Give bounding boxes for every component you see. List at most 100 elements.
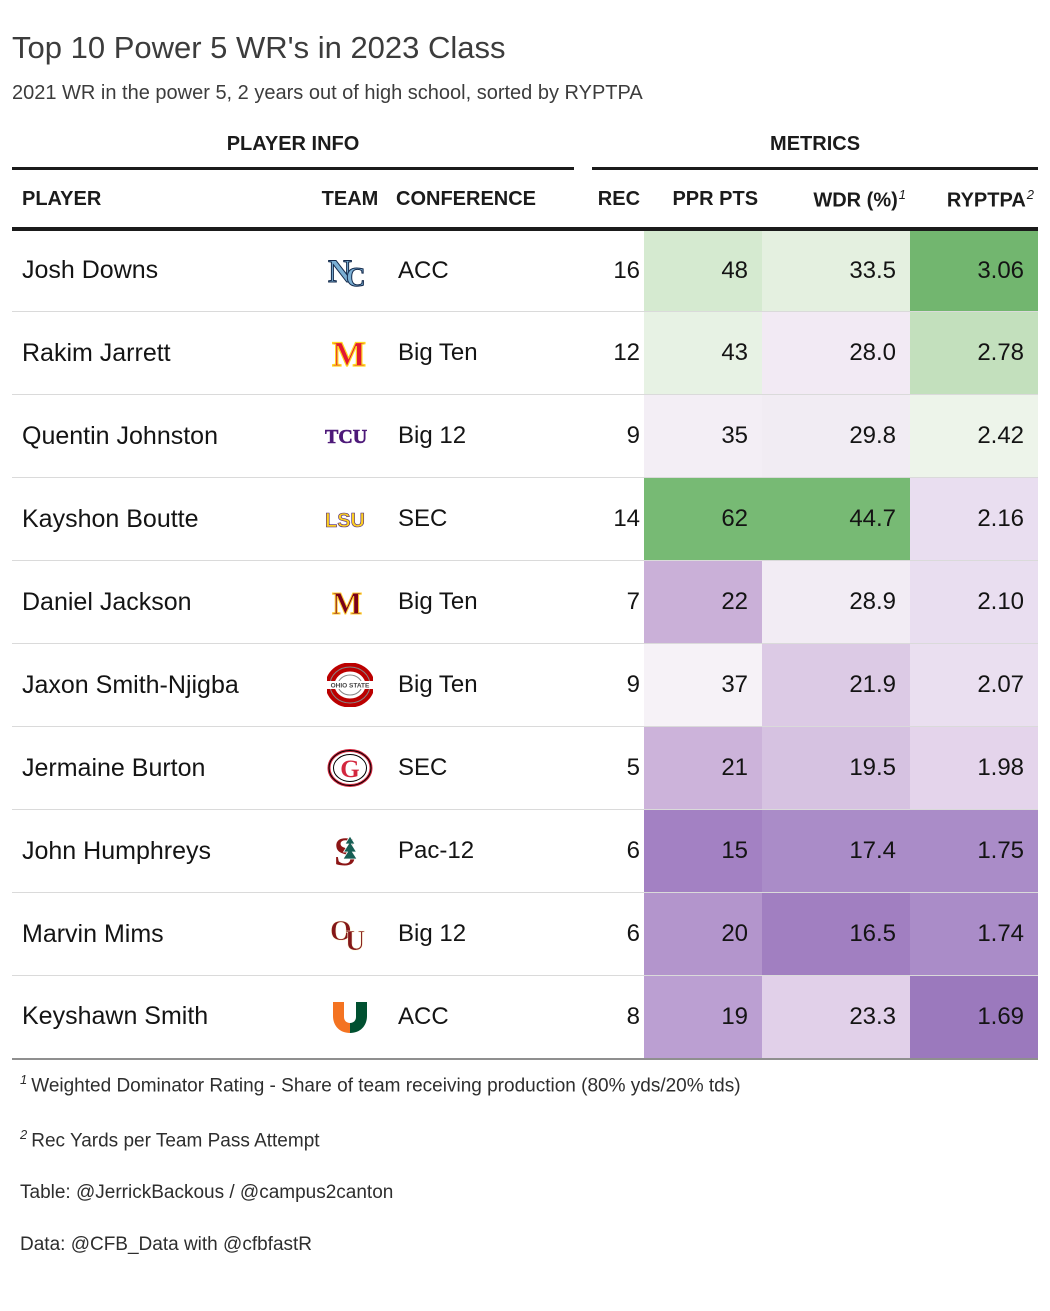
player-name: Rakim Jarrett — [12, 311, 304, 396]
player-name: John Humphreys — [12, 809, 304, 894]
table-row: Rakim Jarrett M Big Ten 12 43 28.0 2.78 — [12, 311, 1039, 396]
table-row: Kayshon Boutte LSU SEC 14 62 44.7 2.16 — [12, 477, 1039, 562]
footnote-marker: 2 — [20, 1126, 28, 1142]
column-header-label: PLAYER — [22, 188, 102, 211]
miami-logo-icon — [327, 999, 373, 1035]
wdr-value: 28.0 — [762, 311, 911, 396]
georgia-logo-icon: G — [327, 748, 373, 788]
ryptpa-value: 1.98 — [910, 726, 1039, 811]
team-logo-cell: M — [304, 311, 396, 396]
conference-value: Big Ten — [396, 311, 579, 396]
team-logo-cell: TCU — [304, 394, 396, 479]
wdr-value: 21.9 — [762, 643, 911, 728]
page-title: Top 10 Power 5 WR's in 2023 Class — [12, 30, 506, 65]
table-body: Josh Downs N C ACC 16 48 33.5 3.06 Rakim Jarrett… — [12, 228, 1039, 1060]
footnotes-section: 1 Weighted Dominator Rating - Share of te… — [12, 1060, 1038, 1257]
column-header-ryptpa: RYPTPA2 — [910, 170, 1039, 231]
wdr-value: 16.5 — [762, 892, 911, 977]
column-header-label: RYPTPA — [946, 189, 1026, 212]
column-header-team: TEAM — [304, 170, 396, 231]
wdr-value: 28.9 — [762, 560, 911, 645]
wdr-value: 33.5 — [762, 228, 911, 313]
table-row: Marvin Mims O U Big 12 6 20 16.5 1.74 — [12, 892, 1039, 977]
footnote-text: Weighted Dominator Rating - Share of tea… — [31, 1074, 741, 1096]
footnote-text: Data: @CFB_Data with @cfbfastR — [20, 1234, 313, 1256]
player-name: Jermaine Burton — [12, 726, 304, 811]
group-header-label: METRICS — [592, 129, 1039, 170]
footnote-ryptpa: 2 Rec Yards per Team Pass Attempt — [20, 1127, 1030, 1152]
table-row: Jaxon Smith-Njigba OHIO STATE Big Ten 9 37 21… — [12, 643, 1039, 728]
conference-value: Big Ten — [396, 643, 579, 728]
ryptpa-value: 1.69 — [910, 975, 1039, 1060]
svg-text:G: G — [340, 756, 359, 783]
ryptpa-value: 1.75 — [910, 809, 1039, 894]
column-header-wdr: WDR (%)1 — [762, 170, 911, 231]
column-header-label: TEAM — [321, 188, 379, 211]
footnote-wdr: 1 Weighted Dominator Rating - Share of te… — [20, 1072, 1030, 1097]
player-name: Josh Downs — [12, 228, 304, 313]
column-header-label: REC — [597, 188, 641, 211]
ryptpa-value: 2.42 — [910, 394, 1039, 479]
conference-value: ACC — [396, 228, 579, 313]
maryland-logo-icon: M — [329, 334, 371, 375]
wdr-value: 29.8 — [762, 394, 911, 479]
table-row: Quentin Johnston TCU Big 12 9 35 29.8 2.42 — [12, 394, 1039, 479]
team-logo-cell — [304, 975, 396, 1060]
svg-text:M: M — [332, 585, 362, 620]
table-row: Josh Downs N C ACC 16 48 33.5 3.06 — [12, 228, 1039, 313]
column-header-label: WDR (%) — [813, 189, 898, 212]
player-name: Marvin Mims — [12, 892, 304, 977]
ppr-pts-value: 21 — [644, 726, 763, 811]
player-name: Keyshawn Smith — [12, 975, 304, 1060]
spanner-header-row: PLAYER INFO METRICS — [12, 129, 1039, 170]
ryptpa-value: 3.06 — [910, 228, 1039, 313]
column-header-ppr-pts: PPR PTS — [644, 170, 763, 231]
wr-stats-table: PLAYER INFO METRICS PLAYER TEAM CONFEREN… — [12, 129, 1039, 1060]
page-subtitle: 2021 WR in the power 5, 2 years out of h… — [12, 82, 643, 104]
column-header-conference: CONFERENCE — [396, 170, 579, 231]
svg-text:OHIO STATE: OHIO STATE — [331, 683, 370, 690]
rec-value: 9 — [578, 643, 645, 728]
ppr-pts-value: 15 — [644, 809, 763, 894]
svg-text:U: U — [345, 926, 365, 954]
conference-value: Big 12 — [396, 892, 579, 977]
ryptpa-value: 2.07 — [910, 643, 1039, 728]
svg-text:TCU: TCU — [325, 426, 367, 448]
footnote-marker: 2 — [1026, 187, 1035, 202]
group-header-label: PLAYER INFO — [12, 129, 575, 170]
table-row: Jermaine Burton G SEC 5 21 19.5 1.98 — [12, 726, 1039, 811]
group-header-player-info: PLAYER INFO — [12, 129, 578, 170]
footnote-text: Rec Yards per Team Pass Attempt — [31, 1130, 320, 1152]
rec-value: 12 — [578, 311, 645, 396]
wdr-value: 44.7 — [762, 477, 911, 562]
column-header-label: CONFERENCE — [396, 188, 537, 211]
ppr-pts-value: 62 — [644, 477, 763, 562]
team-logo-cell: OHIO STATE — [304, 643, 396, 728]
group-header-metrics: METRICS — [578, 129, 1039, 170]
svg-text:LSU: LSU — [325, 510, 365, 532]
player-name: Jaxon Smith-Njigba — [12, 643, 304, 728]
rec-value: 6 — [578, 892, 645, 977]
team-logo-cell: G — [304, 726, 396, 811]
svg-text:M: M — [332, 334, 366, 372]
player-name: Quentin Johnston — [12, 394, 304, 479]
rec-value: 5 — [578, 726, 645, 811]
column-header-row: PLAYER TEAM CONFERENCE REC PPR PTS WDR (… — [12, 170, 1039, 231]
ppr-pts-value: 19 — [644, 975, 763, 1060]
stanford-logo-icon: S — [331, 829, 369, 874]
ohio-state-logo-icon: OHIO STATE — [325, 662, 375, 708]
lsu-logo-icon: LSU — [324, 507, 376, 533]
conference-value: Pac-12 — [396, 809, 579, 894]
table-row: Keyshawn Smith ACC 8 19 23.3 1.69 — [12, 975, 1039, 1060]
column-header-player: PLAYER — [12, 170, 304, 231]
wdr-value: 23.3 — [762, 975, 911, 1060]
ppr-pts-value: 43 — [644, 311, 763, 396]
player-name: Daniel Jackson — [12, 560, 304, 645]
team-logo-cell: LSU — [304, 477, 396, 562]
